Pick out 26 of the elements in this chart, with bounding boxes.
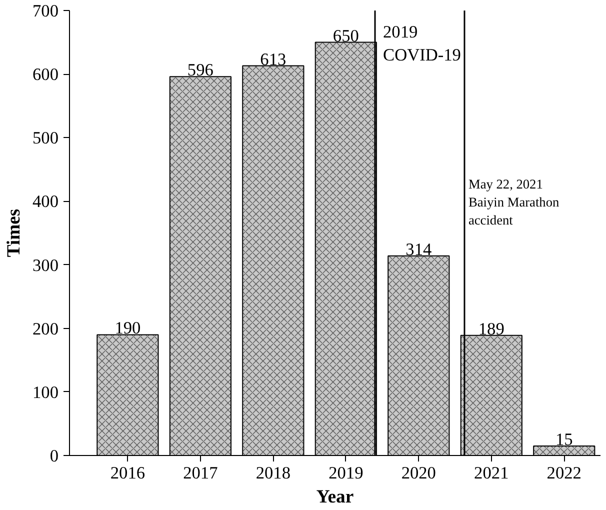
- y-tick-label: 200: [32, 319, 59, 338]
- data-label: 15: [555, 430, 573, 449]
- x-tick-label: 2016: [110, 464, 146, 482]
- y-tick-label: 300: [32, 256, 59, 275]
- x-tick-label: 2022: [546, 464, 582, 482]
- data-label: 190: [114, 318, 141, 338]
- x-tick-label: 2017: [183, 464, 218, 482]
- data-label: 596: [187, 60, 214, 80]
- x-tick-label: 2020: [401, 464, 436, 482]
- data-label: 189: [478, 319, 504, 338]
- data-label: 613: [260, 50, 286, 69]
- data-label: 650: [332, 26, 359, 46]
- x-tick-label: 2019: [328, 464, 364, 482]
- x-tick-label: 2021: [474, 464, 509, 482]
- y-tick-label: 400: [32, 192, 59, 212]
- data-label: 314: [406, 240, 432, 259]
- x-tick-label: 2018: [256, 464, 290, 482]
- y-axis-title: Times: [4, 208, 25, 258]
- x-axis-title: Year: [316, 486, 354, 508]
- ref-line-label: 2019 COVID-19: [383, 22, 461, 64]
- y-tick-label: 100: [32, 382, 59, 402]
- ref-line-label: May 22, 2021 Baiyin Marathon accident: [468, 176, 560, 228]
- y-tick-label: 700: [32, 2, 59, 20]
- y-tick-label: 0: [50, 446, 59, 466]
- y-tick-label: 600: [32, 65, 59, 84]
- y-tick-label: 500: [32, 128, 59, 148]
